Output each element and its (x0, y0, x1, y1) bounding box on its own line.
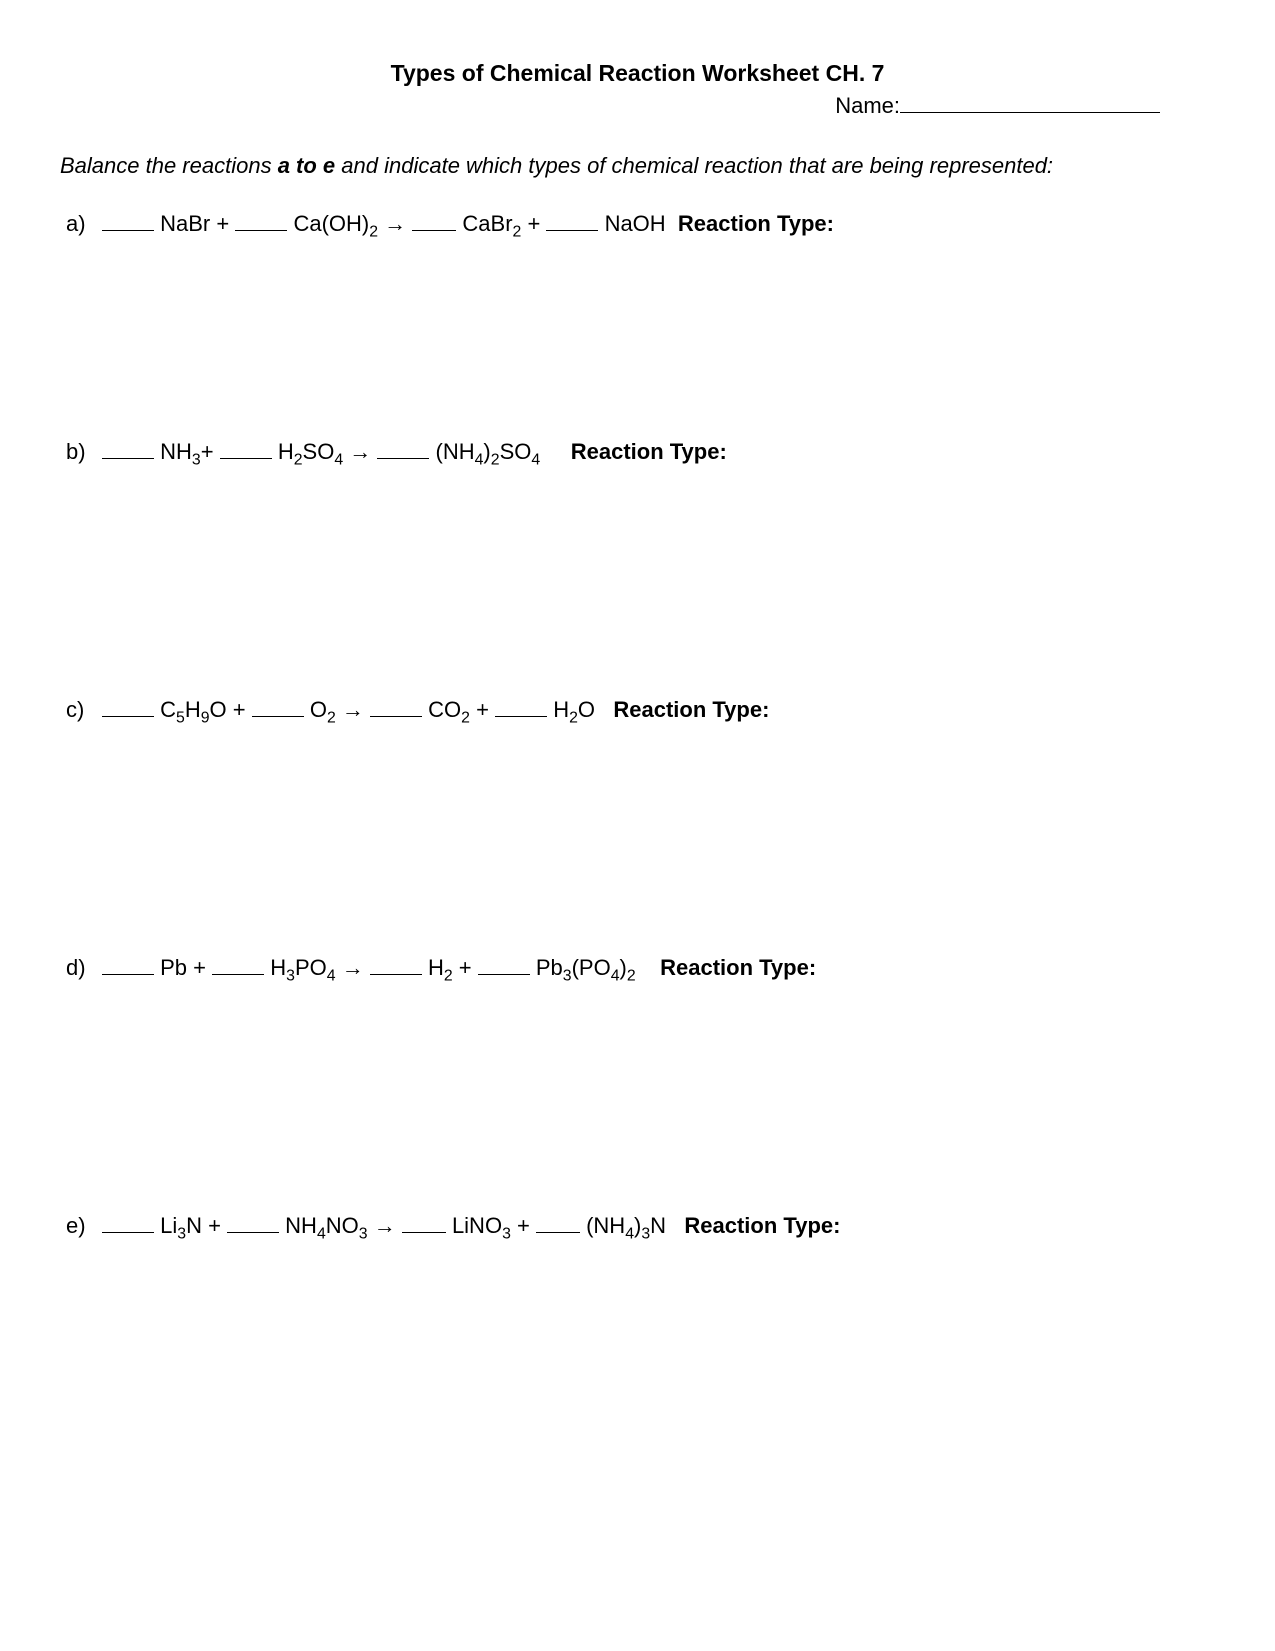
question-a: a) NaBr + Ca(OH)2 → CaBr2 + NaOH Reactio… (60, 209, 1215, 237)
question-label: c) (60, 697, 102, 723)
question-b: b) NH3+ H2SO4 → (NH4)2SO4 Reaction Type: (60, 437, 1215, 465)
chem: NaOH (605, 211, 666, 236)
chem: C5H9O (160, 697, 227, 722)
chem: H3PO4 (270, 955, 335, 980)
coeff-blank[interactable] (220, 437, 272, 459)
instructions-post: and indicate which types of chemical rea… (335, 153, 1053, 178)
coeff-blank[interactable] (370, 695, 422, 717)
question-body: Pb + H3PO4 → H2 + Pb3(PO4)2 Reaction Typ… (102, 953, 1215, 981)
coeff-blank[interactable] (102, 695, 154, 717)
coeff-blank[interactable] (102, 1211, 154, 1233)
question-e: e) Li3N + NH4NO3 → LiNO3 + (NH4)3N React… (60, 1211, 1215, 1239)
chem: CaBr2 (462, 211, 521, 236)
instructions: Balance the reactions a to e and indicat… (60, 151, 1215, 181)
coeff-blank[interactable] (212, 953, 264, 975)
chem: LiNO3 (452, 1213, 511, 1238)
arrow-icon: → (349, 439, 371, 464)
arrow-icon: → (384, 211, 406, 236)
coeff-blank[interactable] (377, 437, 429, 459)
chem: NH4NO3 (285, 1213, 367, 1238)
arrow-icon: → (342, 697, 364, 722)
chem: Ca(OH)2 (293, 211, 378, 236)
question-body: NH3+ H2SO4 → (NH4)2SO4 Reaction Type: (102, 437, 1215, 465)
question-c: c) C5H9O + O2 → CO2 + H2O Reaction Type: (60, 695, 1215, 723)
coeff-blank[interactable] (235, 209, 287, 231)
reaction-type-label: Reaction Type: (684, 1213, 840, 1238)
question-body: C5H9O + O2 → CO2 + H2O Reaction Type: (102, 695, 1215, 723)
coeff-blank[interactable] (412, 209, 456, 231)
name-label: Name: (835, 93, 900, 118)
question-label: d) (60, 955, 102, 981)
chem: O2 (310, 697, 336, 722)
arrow-icon: → (342, 955, 364, 980)
chem: NaBr (160, 211, 210, 236)
reaction-type-label: Reaction Type: (613, 697, 769, 722)
question-body: Li3N + NH4NO3 → LiNO3 + (NH4)3N Reaction… (102, 1211, 1215, 1239)
coeff-blank[interactable] (252, 695, 304, 717)
coeff-blank[interactable] (536, 1211, 580, 1233)
coeff-blank[interactable] (102, 209, 154, 231)
chem: (NH4)3N (586, 1213, 666, 1238)
reaction-type-label: Reaction Type: (660, 955, 816, 980)
instructions-bold: a to e (278, 153, 335, 178)
question-label: b) (60, 439, 102, 465)
name-field-line: Name: (60, 91, 1215, 119)
chem: Pb3(PO4)2 (536, 955, 636, 980)
chem: (NH4)2SO4 (436, 439, 541, 464)
question-label: a) (60, 211, 102, 237)
coeff-blank[interactable] (495, 695, 547, 717)
name-blank[interactable] (900, 91, 1160, 113)
coeff-blank[interactable] (478, 953, 530, 975)
chem: Li3N (160, 1213, 202, 1238)
question-d: d) Pb + H3PO4 → H2 + Pb3(PO4)2 Reaction … (60, 953, 1215, 981)
question-body: NaBr + Ca(OH)2 → CaBr2 + NaOH Reaction T… (102, 209, 1215, 237)
chem: CO2 (428, 697, 470, 722)
coeff-blank[interactable] (546, 209, 598, 231)
worksheet-title: Types of Chemical Reaction Worksheet CH.… (210, 60, 1065, 87)
instructions-pre: Balance the reactions (60, 153, 278, 178)
reaction-type-label: Reaction Type: (678, 211, 834, 236)
chem: H2 (428, 955, 453, 980)
reaction-type-label: Reaction Type: (571, 439, 727, 464)
coeff-blank[interactable] (102, 437, 154, 459)
worksheet-page: Types of Chemical Reaction Worksheet CH.… (0, 0, 1275, 1651)
chem: H2SO4 (278, 439, 343, 464)
chem: H2O (553, 697, 595, 722)
coeff-blank[interactable] (370, 953, 422, 975)
chem: Pb (160, 955, 187, 980)
chem: NH3 (160, 439, 201, 464)
question-label: e) (60, 1213, 102, 1239)
arrow-icon: → (374, 1213, 396, 1238)
coeff-blank[interactable] (102, 953, 154, 975)
coeff-blank[interactable] (227, 1211, 279, 1233)
coeff-blank[interactable] (402, 1211, 446, 1233)
